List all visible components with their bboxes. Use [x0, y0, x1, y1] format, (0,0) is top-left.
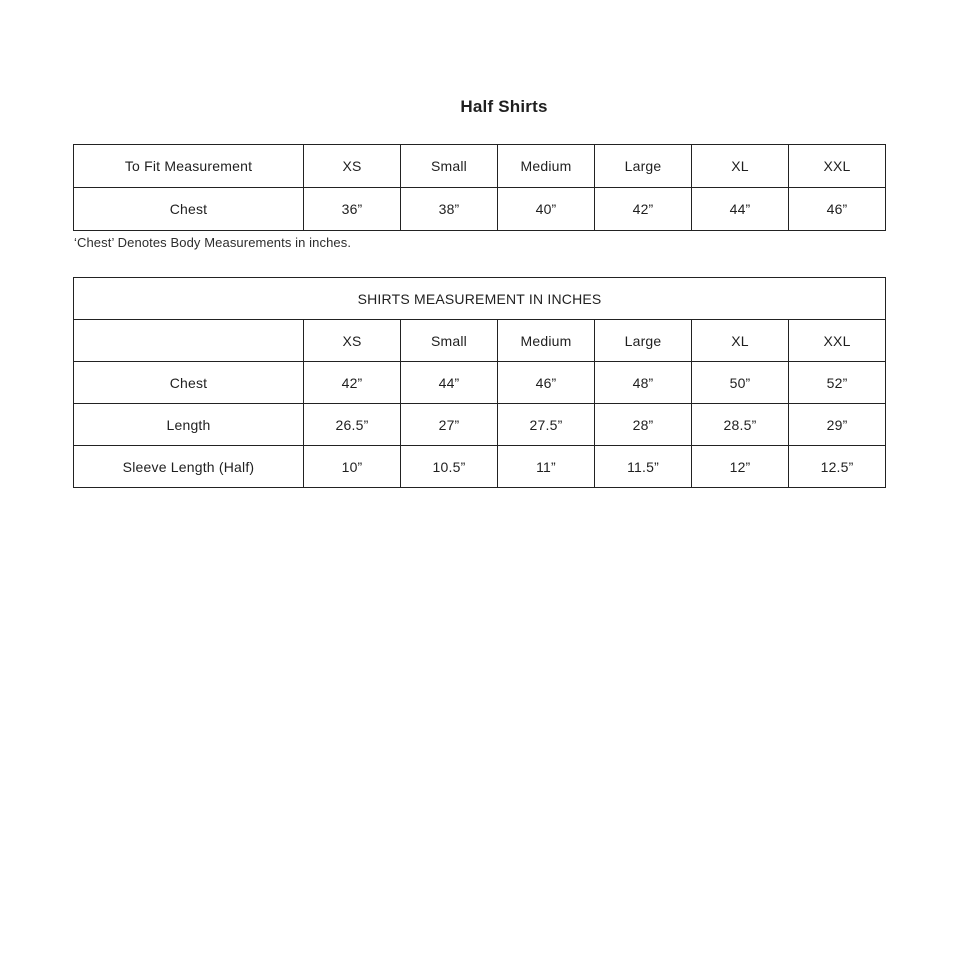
measurement-table-chest-row: Chest 42” 44” 46” 48” 50” 52”: [73, 361, 887, 404]
measurement-table-title-row: SHIRTS MEASUREMENT IN INCHES: [72, 277, 887, 320]
measurement-table-title: SHIRTS MEASUREMENT IN INCHES: [72, 277, 887, 320]
value-cell: 50”: [691, 361, 789, 404]
measurement-table-sleeve-row: Sleeve Length (Half) 10” 10.5” 11” 11.5”…: [73, 445, 887, 488]
size-header-cell: XXL: [787, 319, 887, 362]
size-header-cell: XS: [303, 319, 401, 362]
row-label-cell: Length: [73, 403, 304, 446]
measurement-table-size-row: XS Small Medium Large XL XXL: [73, 319, 887, 362]
value-cell: 10”: [303, 445, 401, 488]
value-cell: 38”: [400, 187, 498, 231]
size-header-cell: Small: [400, 144, 498, 188]
size-header-cell: XS: [303, 144, 401, 188]
size-header-cell: XXL: [788, 144, 886, 188]
value-cell: 44”: [691, 187, 789, 231]
size-header-cell: XL: [691, 319, 789, 362]
chest-note: ‘Chest’ Denotes Body Measurements in inc…: [74, 235, 352, 250]
value-cell: 11.5”: [594, 445, 692, 488]
value-cell: 42”: [303, 361, 401, 404]
value-cell: 29”: [787, 403, 887, 446]
value-cell: 11”: [497, 445, 595, 488]
value-cell: 48”: [594, 361, 692, 404]
value-cell: 44”: [400, 361, 498, 404]
row-label-cell: Chest: [73, 361, 304, 404]
fit-table-header-cell: To Fit Measurement: [73, 144, 304, 188]
fit-table-header-row: To Fit Measurement XS Small Medium Large…: [73, 144, 886, 188]
size-header-cell: Small: [400, 319, 498, 362]
value-cell: 28”: [594, 403, 692, 446]
value-cell: 36”: [303, 187, 401, 231]
value-cell: 46”: [788, 187, 886, 231]
value-cell: 12”: [691, 445, 789, 488]
page-title: Half Shirts: [460, 97, 548, 116]
value-cell: 27”: [400, 403, 498, 446]
value-cell: 27.5”: [497, 403, 595, 446]
size-header-cell: Large: [594, 144, 692, 188]
value-cell: 28.5”: [691, 403, 789, 446]
row-label-cell: Chest: [73, 187, 304, 231]
size-header-cell: XL: [691, 144, 789, 188]
value-cell: 12.5”: [787, 445, 887, 488]
empty-cell: [73, 319, 304, 362]
measurement-table-length-row: Length 26.5” 27” 27.5” 28” 28.5” 29”: [73, 403, 887, 446]
value-cell: 42”: [594, 187, 692, 231]
shirts-measurement-table: SHIRTS MEASUREMENT IN INCHES XS Small Me…: [72, 277, 887, 488]
size-header-cell: Medium: [497, 319, 595, 362]
value-cell: 46”: [497, 361, 595, 404]
size-header-cell: Medium: [497, 144, 595, 188]
size-header-cell: Large: [594, 319, 692, 362]
value-cell: 40”: [497, 187, 595, 231]
value-cell: 52”: [787, 361, 887, 404]
row-label-cell: Sleeve Length (Half): [73, 445, 304, 488]
fit-measurement-table: To Fit Measurement XS Small Medium Large…: [73, 144, 886, 231]
size-chart-page: Half Shirts To Fit Measurement XS Small …: [72, 97, 887, 488]
value-cell: 26.5”: [303, 403, 401, 446]
value-cell: 10.5”: [400, 445, 498, 488]
fit-table-chest-row: Chest 36” 38” 40” 42” 44” 46”: [73, 187, 886, 231]
